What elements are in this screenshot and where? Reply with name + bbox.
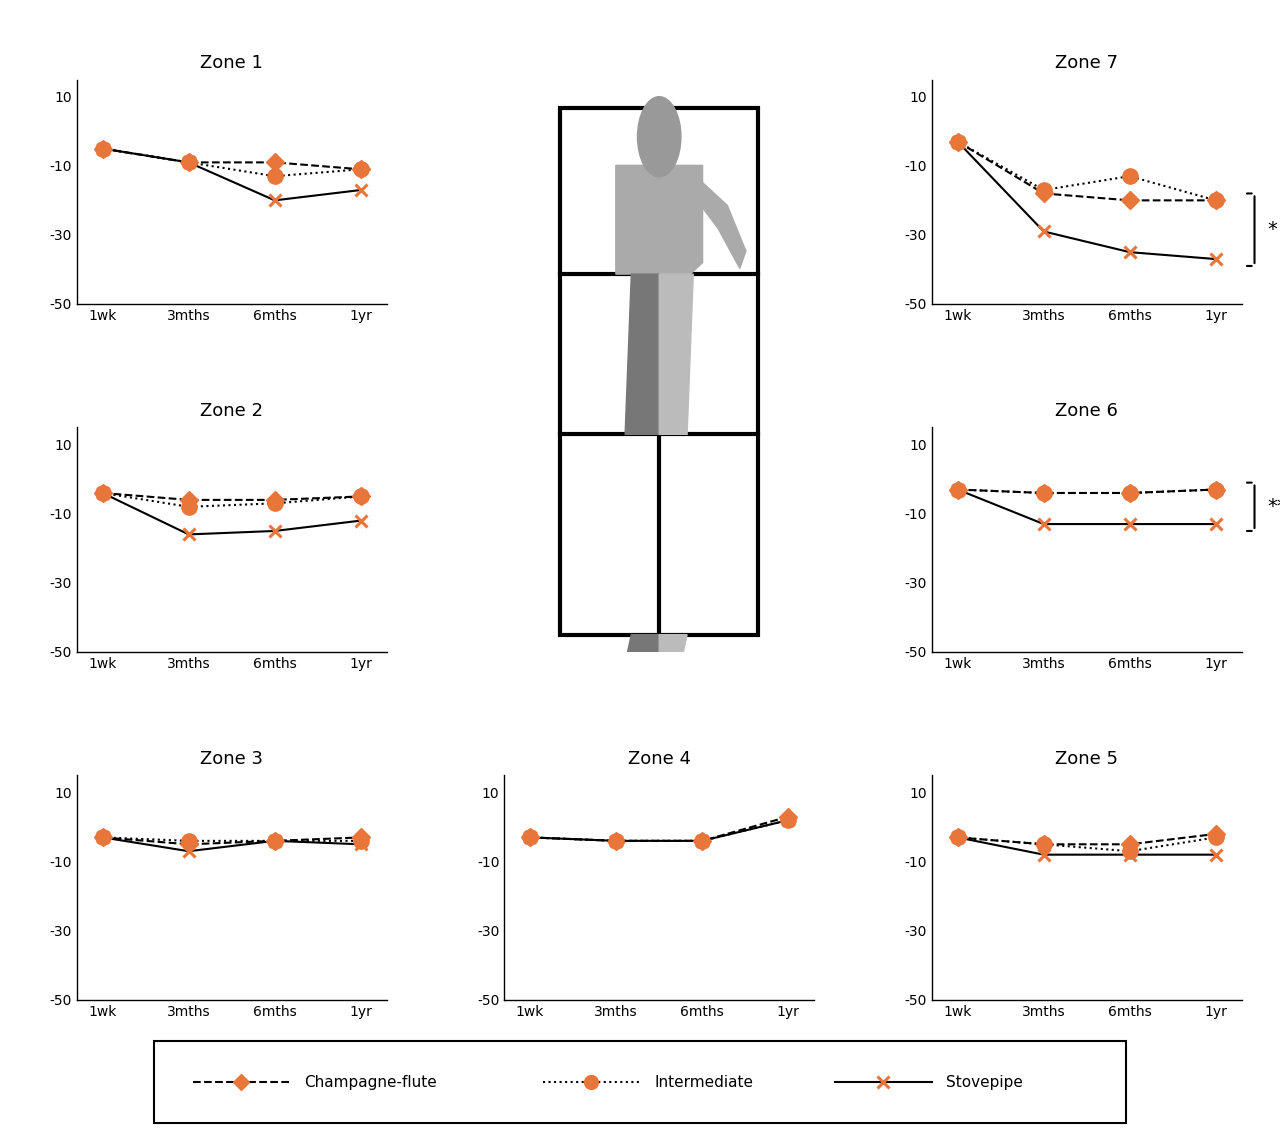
Text: Stovepipe: Stovepipe: [946, 1075, 1023, 1089]
Text: **: **: [1267, 498, 1280, 516]
Title: Zone 1: Zone 1: [200, 55, 264, 73]
Text: Champagne-flute: Champagne-flute: [305, 1075, 438, 1089]
Title: Zone 7: Zone 7: [1055, 55, 1119, 73]
Title: Zone 6: Zone 6: [1055, 402, 1119, 420]
Polygon shape: [616, 166, 703, 274]
Circle shape: [637, 97, 681, 177]
Title: Zone 3: Zone 3: [200, 750, 264, 768]
Polygon shape: [625, 274, 659, 434]
Polygon shape: [659, 274, 694, 434]
Title: Zone 5: Zone 5: [1055, 750, 1119, 768]
Polygon shape: [659, 635, 687, 663]
Polygon shape: [696, 183, 746, 268]
Polygon shape: [625, 635, 659, 663]
Text: *: *: [1267, 220, 1277, 240]
Title: Zone 2: Zone 2: [200, 402, 264, 420]
Title: Zone 4: Zone 4: [627, 750, 691, 768]
Text: Intermediate: Intermediate: [654, 1075, 754, 1089]
